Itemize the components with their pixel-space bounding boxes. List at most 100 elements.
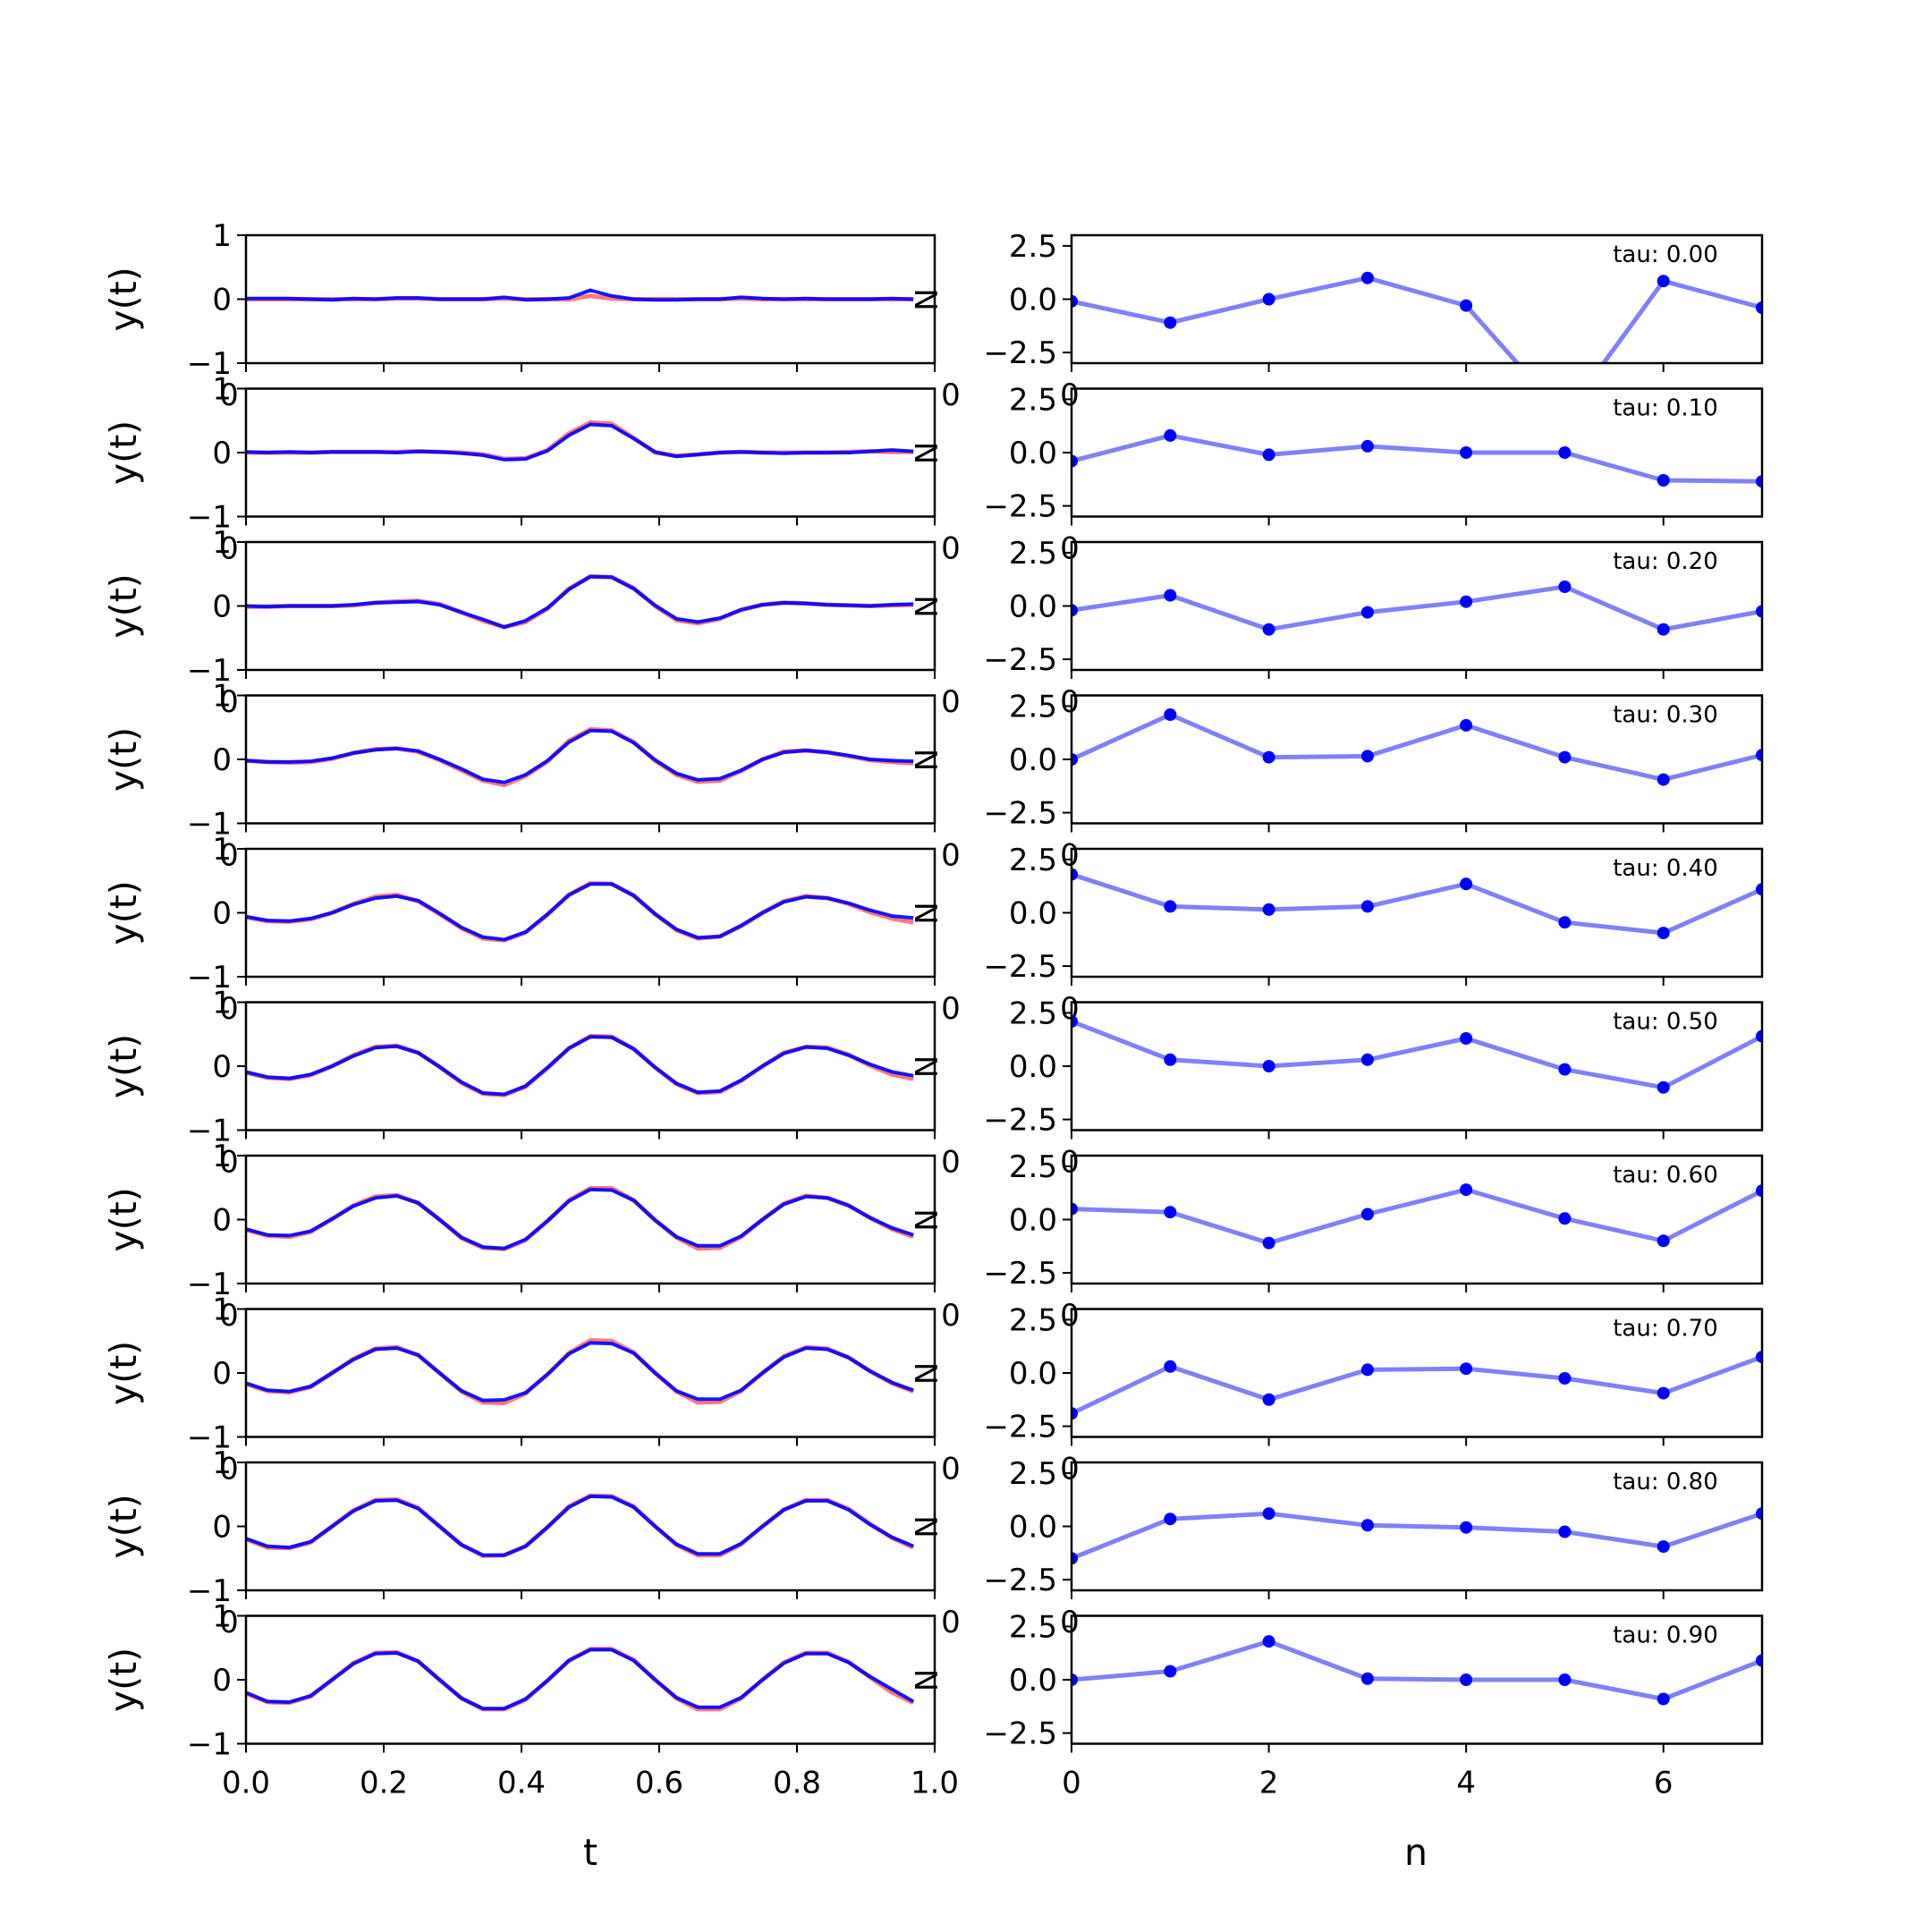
- coefficient-point: [1558, 916, 1572, 929]
- coefficient-point: [1460, 1183, 1473, 1197]
- overlap-tick-label: 0: [219, 1605, 239, 1640]
- overlap-tick-label: 0: [941, 1145, 961, 1181]
- coefficient-point: [1558, 750, 1572, 764]
- y-tick-label: 0.0: [1009, 1663, 1057, 1699]
- x-tick-label: 0.4: [497, 1766, 546, 1801]
- reconstruction-series-line: [246, 1187, 914, 1250]
- overlap-tick-label: 0: [1060, 1605, 1080, 1640]
- axes-frame: [244, 1614, 936, 1745]
- coefficient-point: [1072, 454, 1078, 468]
- overlap-tick-label: 0: [219, 684, 239, 720]
- x-tick-label: 0.8: [773, 1766, 821, 1801]
- coefficient-series-line: [1072, 1187, 1762, 1246]
- y-tick-label: −2.5: [983, 949, 1057, 985]
- coefficient-point: [1262, 623, 1275, 636]
- time-series-panel: 10−10 0Ny(t): [102, 679, 961, 874]
- reconstruction-series-line: [246, 728, 914, 784]
- y-tick-label: 0.0: [1009, 589, 1057, 625]
- coefficient-point: [1262, 1507, 1275, 1521]
- axes-frame: [244, 694, 936, 825]
- time-series-panel: 10−10 0Ny(t): [102, 1445, 961, 1640]
- corner-text: N: [907, 595, 943, 617]
- y-tick-label: −1: [187, 1114, 232, 1149]
- y-tick-label: 1: [212, 372, 232, 408]
- y-tick-label: −2.5: [983, 489, 1057, 525]
- coefficient-point: [1756, 749, 1762, 762]
- coefficient-series-line: [1072, 1354, 1762, 1416]
- coefficient-point: [1072, 753, 1078, 766]
- coefficient-point: [1460, 1521, 1473, 1534]
- y-tick-label: 1: [212, 1445, 232, 1481]
- overlap-tick-label: 0: [219, 991, 239, 1027]
- y-tick-label: −1: [187, 807, 232, 843]
- time-series-panel: 10−10 0Ny(t): [102, 372, 961, 567]
- reconstruction-series-line: [246, 574, 914, 630]
- coefficient-point: [1657, 1386, 1670, 1400]
- reference-series-line: [246, 1033, 914, 1097]
- overlap-tick-label: 0: [941, 1605, 961, 1640]
- tau-label: tau: 0.20: [1613, 548, 1718, 575]
- coefficient-panel: 2.5 0.0 −2.50 tau: 0.30: [983, 689, 1764, 874]
- coefficient-point: [1460, 299, 1473, 312]
- y-tick-label: 1: [212, 679, 232, 715]
- coefficient-point: [1460, 718, 1473, 732]
- coefficient-series-line: [1072, 275, 1762, 363]
- corner-text: N: [907, 902, 943, 924]
- y-tick-label: −2.5: [983, 796, 1057, 832]
- y-tick-label: 1: [212, 832, 232, 868]
- y-tick-label: 0.0: [1009, 1356, 1057, 1392]
- y-tick-label: 0: [212, 1049, 232, 1085]
- coefficient-point: [1164, 900, 1177, 913]
- tau-label: tau: 0.10: [1613, 395, 1718, 422]
- overlap-tick-label: 0: [219, 838, 239, 874]
- y-tick-label: 0.0: [1009, 1203, 1057, 1239]
- y-tick-label: 0: [212, 1203, 232, 1239]
- y-tick-label: 0: [212, 742, 232, 778]
- y-tick-label: 2.5: [1009, 1149, 1057, 1185]
- coefficient-point: [1360, 1053, 1374, 1066]
- x-tick-label: 6: [1654, 1766, 1674, 1801]
- overlap-tick-label: 0: [941, 684, 961, 720]
- corner-text: N: [907, 1362, 943, 1385]
- y-tick-label: −1: [187, 1420, 232, 1456]
- coefficient-point: [1756, 1507, 1762, 1521]
- overlap-tick-label: 0: [941, 838, 961, 874]
- coefficient-point: [1164, 316, 1177, 329]
- coefficient-point: [1558, 1525, 1572, 1538]
- y-tick-label: 2.5: [1009, 382, 1057, 418]
- y-tick-label: −2.5: [983, 335, 1057, 371]
- y-tick-label: 2.5: [1009, 1609, 1057, 1645]
- time-series-panel: 10−10 0Ny(t): [102, 986, 961, 1181]
- y-tick-label: −2.5: [983, 1716, 1057, 1752]
- y-tick-label: 0: [212, 283, 232, 318]
- coefficient-point: [1360, 606, 1374, 619]
- coefficient-point: [1657, 927, 1670, 940]
- y-tick-label: −2.5: [983, 1410, 1057, 1445]
- reference-series-line: [246, 1647, 915, 1712]
- coefficient-point: [1558, 580, 1572, 593]
- coefficient-point: [1460, 446, 1473, 459]
- y-tick-label: 1: [212, 1599, 232, 1635]
- overlap-tick-label: 0: [1060, 531, 1080, 567]
- y-tick-label: 0.0: [1009, 896, 1057, 932]
- coefficient-series-line: [1072, 1019, 1762, 1090]
- y-tick-label: −1: [187, 500, 232, 536]
- coefficient-point: [1460, 877, 1473, 891]
- coefficient-point: [1756, 301, 1762, 314]
- y-tick-label: 0.0: [1009, 742, 1057, 778]
- coefficient-series-line: [1072, 584, 1762, 632]
- overlap-tick-label: 0: [941, 1298, 961, 1334]
- coefficient-point: [1756, 1030, 1762, 1043]
- right-x-axis-label: n: [1404, 1831, 1428, 1874]
- corner-text: N: [907, 1055, 943, 1078]
- coefficient-panel: 2.5 0.0 −2.50 tau: 0.10: [983, 382, 1764, 567]
- coefficient-point: [1657, 474, 1670, 487]
- y-tick-label: −1: [187, 1267, 232, 1302]
- tau-label: tau: 0.70: [1613, 1316, 1718, 1343]
- tau-label: tau: 0.90: [1613, 1623, 1718, 1649]
- time-series-panel: 10−10 0Ny(t): [102, 1292, 961, 1487]
- x-tick-label: 1.0: [911, 1766, 959, 1801]
- x-tick-label: 0.2: [360, 1766, 408, 1801]
- coefficient-point: [1756, 1184, 1762, 1198]
